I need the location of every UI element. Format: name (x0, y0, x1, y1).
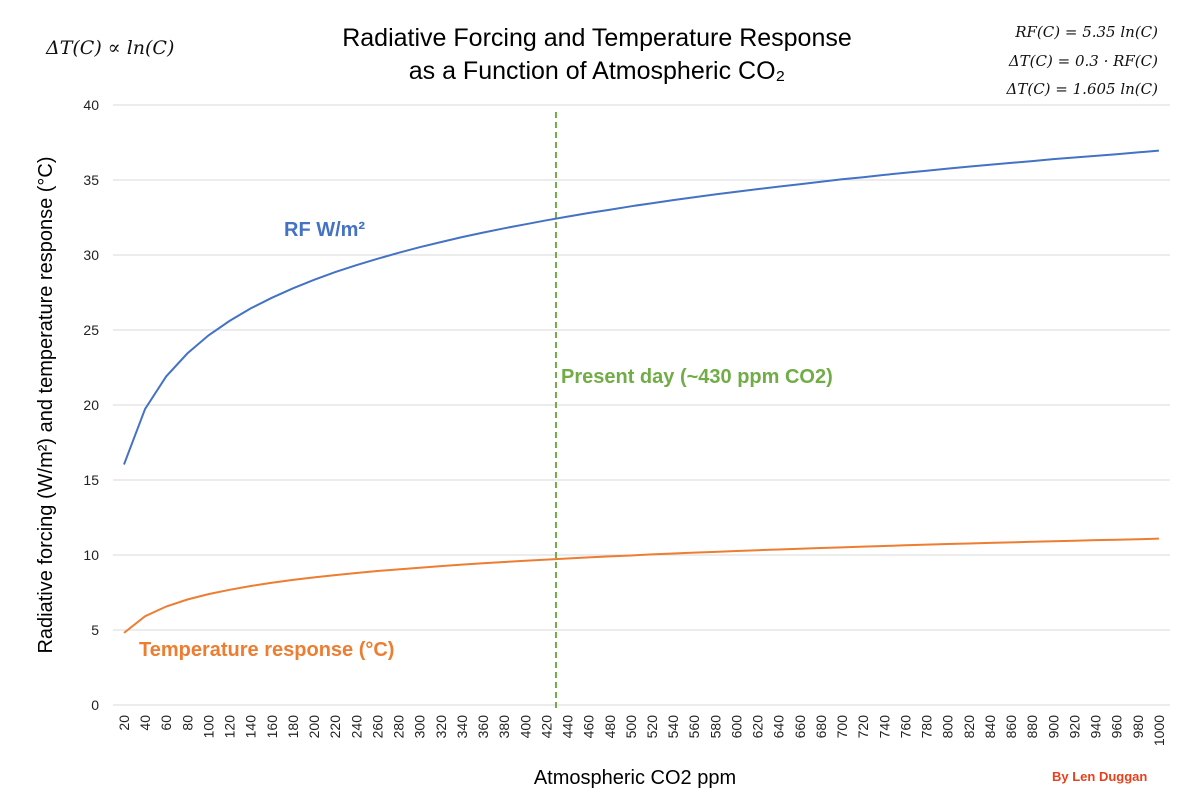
x-tick-label: 200 (306, 715, 322, 739)
rf-series-label: RF W/m² (284, 219, 365, 241)
x-tick-label: 520 (644, 715, 660, 739)
y-tick-label: 15 (83, 472, 99, 488)
author-credit: By Len Duggan (1052, 769, 1147, 784)
grid-lines (113, 104, 1170, 706)
x-tick-label: 780 (919, 715, 935, 739)
x-tick-label: 260 (369, 715, 385, 739)
x-tick-label: 380 (496, 715, 512, 739)
x-tick-label: 920 (1066, 715, 1082, 739)
x-tick-label: 760 (897, 715, 913, 739)
x-tick-label: 700 (834, 715, 850, 739)
x-tick-label: 820 (961, 715, 977, 739)
x-tick-label: 540 (665, 715, 681, 739)
x-tick-label: 280 (391, 715, 407, 739)
x-tick-label: 100 (200, 715, 216, 739)
x-tick-label: 420 (538, 715, 554, 739)
y-tick-label: 40 (83, 97, 99, 113)
x-tick-label: 400 (517, 715, 533, 739)
present-day-label: Present day (~430 ppm CO2) (561, 366, 833, 388)
x-tick-label: 880 (1024, 715, 1040, 739)
x-tick-label: 180 (285, 715, 301, 739)
x-tick-label: 120 (222, 715, 238, 739)
x-tick-label: 20 (116, 715, 132, 731)
x-tick-label: 440 (560, 715, 576, 739)
y-tick-label: 20 (83, 397, 99, 413)
rf-series-line (123, 149, 1159, 465)
x-tick-label: 640 (771, 715, 787, 739)
proportional-formula: ΔT(C) ∝ ln(C) (45, 37, 174, 59)
x-tick-label: 800 (940, 715, 956, 739)
x-tick-label: 460 (581, 715, 597, 739)
x-tick-labels: 20 40 60 80 100 120 140 160 180 200 220 240 260 280 30… (116, 715, 1167, 746)
x-tick-label: 580 (707, 715, 723, 739)
x-tick-label: 300 (412, 715, 428, 739)
formula-rf: RF(C) = 5.35 ln(C) (1014, 23, 1158, 41)
x-tick-label: 360 (475, 715, 491, 739)
x-tick-label: 940 (1088, 715, 1104, 739)
y-tick-label: 10 (83, 547, 99, 563)
x-tick-label: 1000 (1151, 715, 1167, 746)
x-tick-label: 560 (686, 715, 702, 739)
formula-dt-ln: ΔT(C) = 1.605 ln(C) (1006, 80, 1159, 98)
x-tick-label: 220 (327, 715, 343, 739)
x-tick-label: 900 (1045, 715, 1061, 739)
y-tick-label: 0 (91, 697, 99, 713)
formula-dt-rf: ΔT(C) = 0.3 · RF(C) (1008, 52, 1158, 70)
x-tick-label: 40 (137, 715, 153, 731)
x-tick-label: 660 (792, 715, 808, 739)
y-axis-title: Radiative forcing (W/m²) and temperature… (35, 156, 57, 653)
x-tick-label: 620 (750, 715, 766, 739)
x-axis-title: Atmospheric CO2 ppm (534, 767, 736, 789)
y-tick-label: 5 (91, 622, 99, 638)
x-tick-label: 340 (454, 715, 470, 739)
y-tick-labels: 0 5 10 15 20 25 30 35 40 (83, 97, 99, 713)
x-tick-label: 840 (982, 715, 998, 739)
x-tick-label: 60 (158, 715, 174, 731)
temperature-series-line (123, 537, 1159, 634)
x-tick-label: 320 (433, 715, 449, 739)
x-tick-label: 600 (728, 715, 744, 739)
x-tick-label: 980 (1130, 715, 1146, 739)
x-tick-label: 740 (876, 715, 892, 739)
y-tick-label: 35 (83, 172, 99, 188)
x-tick-label: 720 (855, 715, 871, 739)
x-tick-label: 960 (1109, 715, 1125, 739)
x-tick-label: 480 (602, 715, 618, 739)
x-tick-label: 240 (348, 715, 364, 739)
x-tick-label: 860 (1003, 715, 1019, 739)
y-tick-label: 25 (83, 322, 99, 338)
x-tick-label: 160 (264, 715, 280, 739)
chart-title-line-1: Radiative Forcing and Temperature Respon… (342, 24, 852, 52)
x-tick-label: 680 (813, 715, 829, 739)
x-tick-label: 140 (243, 715, 259, 739)
x-tick-label: 500 (623, 715, 639, 739)
temperature-series-label: Temperature response (°C) (139, 639, 394, 661)
chart-title-line-2: as a Function of Atmospheric CO₂ (409, 57, 786, 85)
x-tick-label: 80 (179, 715, 195, 731)
y-tick-label: 30 (83, 247, 99, 263)
